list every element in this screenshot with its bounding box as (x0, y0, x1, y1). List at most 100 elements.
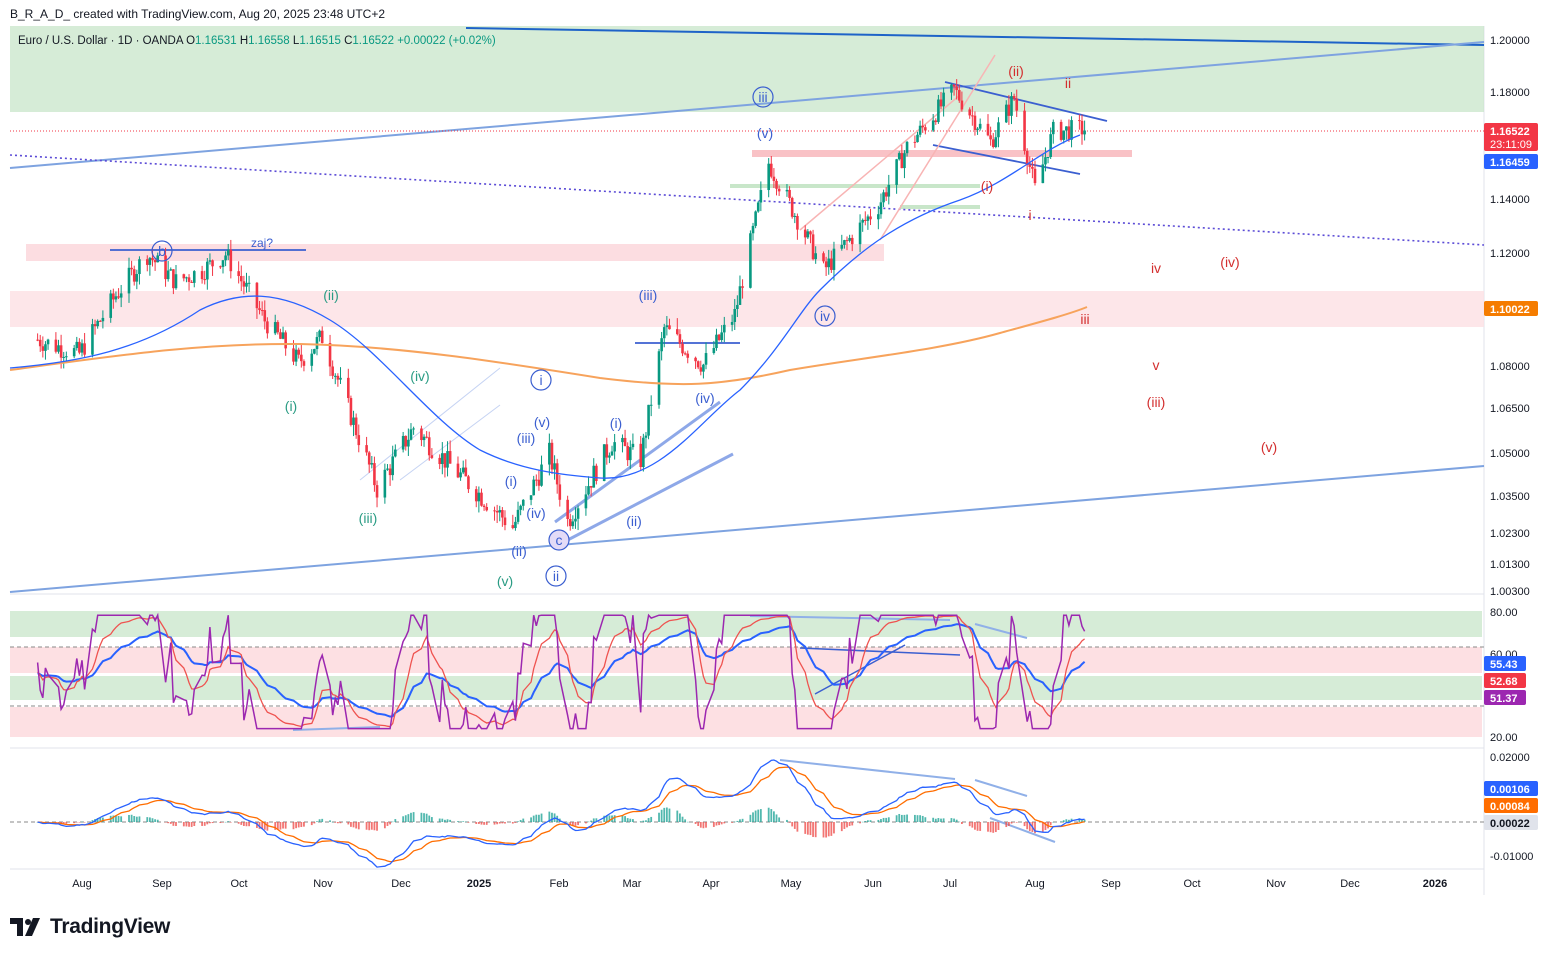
macd-histogram-bar (940, 818, 942, 822)
candle-body (1023, 110, 1026, 151)
macd-histogram-bar (376, 822, 378, 831)
candle-body (994, 137, 998, 148)
macd-histogram-bar (645, 820, 647, 822)
trendline[interactable] (465, 27, 1485, 46)
macd-histogram-bar (467, 822, 470, 823)
macd-histogram-bar (420, 812, 423, 822)
macd-histogram-bar (336, 822, 339, 824)
macd-histogram-bar (248, 822, 251, 827)
candle-body (717, 334, 721, 341)
candle-body (200, 271, 204, 280)
candle-body (132, 269, 136, 282)
trendline[interactable] (9, 465, 1485, 593)
candle-body (394, 449, 397, 457)
time-tick: Jul (943, 878, 957, 890)
macd-histogram-bar (444, 819, 446, 822)
price-axis[interactable]: 1.20000 1.18000 1.14000 1.12000 1.08000 … (1490, 35, 1530, 598)
trendline[interactable] (9, 41, 1485, 169)
channel-line[interactable] (944, 81, 1108, 122)
time-tick: Oct (230, 878, 247, 890)
svg-text:ii: ii (1065, 75, 1071, 91)
channel-line[interactable] (932, 144, 1081, 175)
macd-histogram-bar (778, 817, 781, 822)
svg-text:(i): (i) (610, 415, 622, 431)
channel-line[interactable] (879, 54, 996, 241)
candle-body (934, 120, 938, 123)
candle-body (978, 123, 982, 129)
macd-histogram-bar (866, 820, 869, 822)
macd-histogram-bar (391, 821, 394, 823)
macd-histogram-bar (464, 821, 467, 823)
candle-body (516, 509, 520, 522)
candle-body (72, 348, 76, 357)
candle-body (668, 325, 671, 330)
candle-body (190, 281, 193, 283)
macd-histogram-bar (741, 818, 744, 822)
candle-body (127, 267, 131, 294)
candle-body (788, 189, 791, 198)
candle-body (1004, 104, 1008, 123)
wave-labels: b zaj? (ii) (iv) (i) (iii) (v) (ii) (i) … (151, 63, 1277, 589)
macd-histogram-bar (767, 807, 770, 822)
candle-body (986, 123, 990, 136)
macd-histogram-bar (906, 814, 908, 822)
candle-body (46, 339, 50, 345)
macd-histogram-bar (1060, 821, 1063, 822)
candle-body (1028, 165, 1032, 167)
channel-line[interactable] (554, 400, 721, 524)
candle-body (493, 510, 496, 512)
candle-body (957, 90, 961, 101)
candle-body (1031, 166, 1034, 169)
macd-histogram-bar (775, 814, 778, 822)
candle-body (425, 436, 428, 438)
candle-body (736, 304, 739, 310)
symbol-legend[interactable]: Euro / U.S. Dollar · 1D · OANDA O1.16531… (18, 35, 496, 47)
candle-body (950, 84, 953, 93)
footer-logo[interactable]: TradingView (10, 915, 170, 939)
channel-line[interactable] (559, 452, 734, 546)
candle-body (587, 486, 590, 495)
macd-histogram-bar (352, 822, 355, 828)
candle-body (151, 257, 154, 261)
candle-body (498, 510, 502, 513)
macd-histogram-bar (514, 822, 517, 823)
dotted-trendline[interactable] (9, 154, 1485, 246)
candle-body (117, 296, 120, 298)
candle-body (626, 446, 629, 461)
channel-line[interactable] (359, 367, 501, 481)
candle-body (422, 436, 426, 441)
macd-histogram-bar (154, 819, 157, 822)
candle-body (331, 366, 334, 376)
svg-text:(i): (i) (981, 178, 993, 194)
open-label: O (186, 35, 196, 47)
chart-canvas[interactable]: b zaj? (ii) (iv) (i) (iii) (v) (ii) (i) … (0, 0, 1560, 905)
macd-histogram-bar (242, 822, 245, 826)
candle-body (905, 141, 909, 154)
candle-body (1010, 96, 1013, 116)
candle-body (683, 353, 687, 355)
candle-body (704, 353, 708, 365)
macd-axis[interactable]: 0.02000 -0.01000 (1490, 752, 1533, 863)
candle-body (294, 349, 298, 362)
macd-histogram-bar (718, 822, 720, 826)
price-tick: 1.14000 (1490, 194, 1530, 206)
candle-body (1007, 104, 1011, 116)
macd-histogram-bar (650, 816, 653, 822)
candle-body (401, 435, 405, 450)
macd-histogram-bar (219, 822, 222, 824)
macd-histogram-bar (423, 813, 425, 822)
symbol-title[interactable]: Euro / U.S. Dollar · 1D · OANDA (18, 35, 183, 47)
time-axis[interactable]: Aug Sep Oct Nov Dec 2025 Feb Mar Apr May… (72, 878, 1447, 890)
candle-body (313, 349, 316, 354)
candle-body (263, 310, 267, 322)
rsi-tick: 20.00 (1490, 732, 1518, 744)
macd-histogram-bar (658, 812, 660, 822)
macd-histogram-bar (626, 818, 629, 822)
macd-histogram-bar (373, 822, 376, 831)
candle-body (375, 485, 379, 498)
candle-body (895, 159, 898, 185)
macd-histogram-bar (585, 822, 587, 824)
candle-body (610, 451, 614, 456)
macd-histogram-bar (485, 822, 488, 825)
macd-histogram-bar (321, 818, 324, 822)
